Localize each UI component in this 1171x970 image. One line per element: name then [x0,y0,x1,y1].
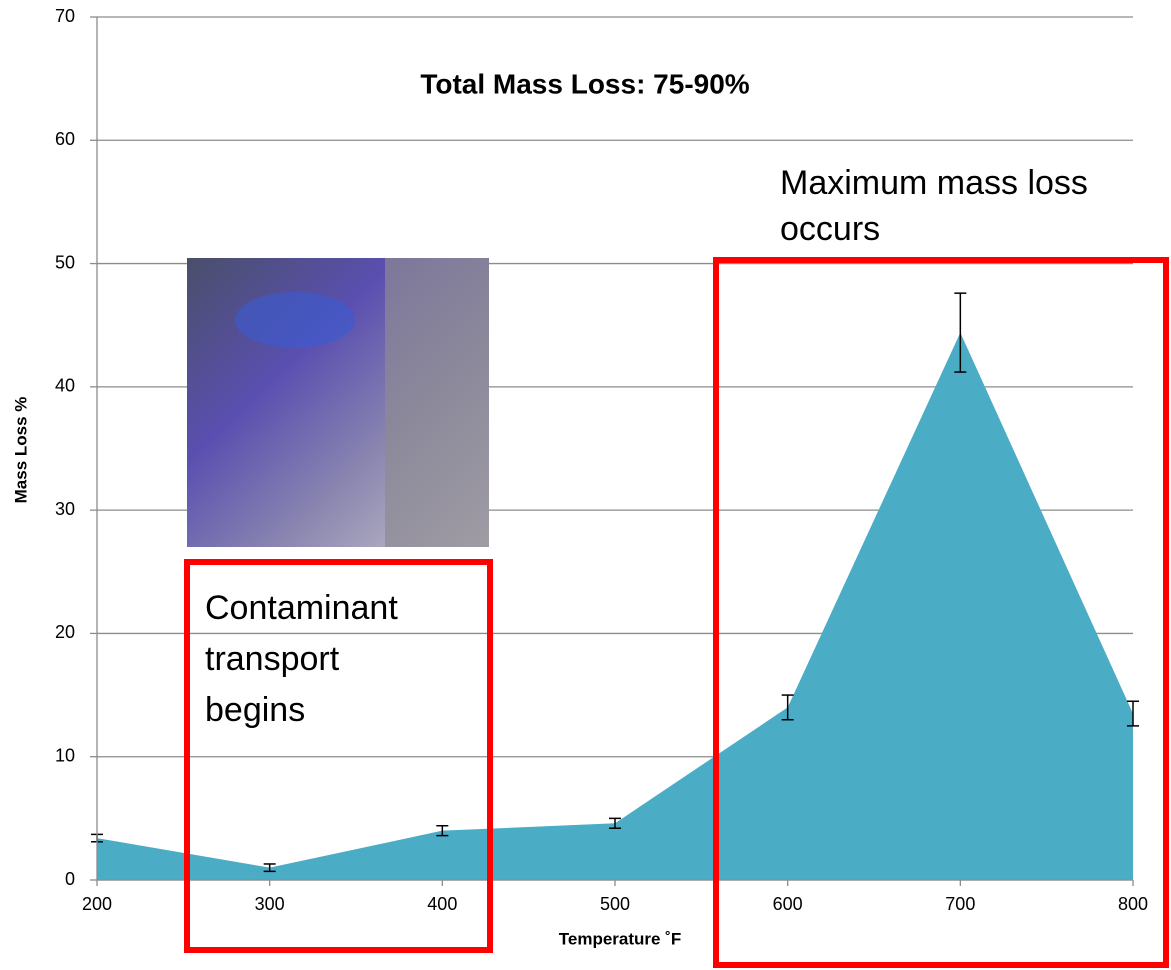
page: 0 10 20 30 40 50 60 70 200 300 400 500 600 700 800 Tot… [0,0,1171,970]
x-tick-label: 400 [427,894,457,914]
x-tick-label: 600 [773,894,803,914]
y-tick-label: 60 [55,129,75,149]
x-tick-label: 500 [600,894,630,914]
x-tick-label: 300 [255,894,285,914]
y-tick-label: 40 [55,376,75,396]
x-tick-label: 700 [945,894,975,914]
x-tick-label: 200 [82,894,112,914]
y-axis-label: Mass Loss % [11,397,30,504]
x-axis-label: Temperature ˚F [559,929,682,948]
annotation: begins [205,691,305,729]
chart-title: Total Mass Loss: 75-90% [420,68,749,99]
photo [187,258,489,547]
y-tick-label: 10 [55,745,75,765]
y-tick-label: 20 [55,622,75,642]
chart: 0 10 20 30 40 50 60 70 200 300 400 500 600 700 800 Tot… [0,0,1171,970]
annotation: Maximum mass loss [780,164,1088,202]
annotation: occurs [780,210,880,248]
y-tick-label: 30 [55,499,75,519]
y-tick-label: 0 [65,869,75,889]
annotation: transport [205,640,340,678]
y-tick-label: 70 [55,6,75,26]
annotation: Contaminant [205,589,398,627]
x-tick-label: 800 [1118,894,1148,914]
y-tick-label: 50 [55,252,75,272]
